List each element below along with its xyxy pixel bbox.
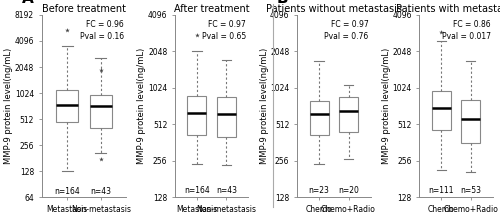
PathPatch shape xyxy=(432,91,451,130)
Text: FC = 0.97
Pval = 0.76: FC = 0.97 Pval = 0.76 xyxy=(324,20,368,41)
Text: n=20: n=20 xyxy=(338,186,359,195)
Title: After treatment: After treatment xyxy=(174,4,250,14)
Text: n=53: n=53 xyxy=(460,186,481,195)
PathPatch shape xyxy=(217,97,236,137)
Text: n=23: n=23 xyxy=(308,186,330,195)
PathPatch shape xyxy=(90,95,112,128)
Text: FC = 0.97
Pval = 0.65: FC = 0.97 Pval = 0.65 xyxy=(202,20,246,41)
Title: Patients without metastasis: Patients without metastasis xyxy=(266,4,402,14)
Text: FC = 0.86
Pval = 0.017: FC = 0.86 Pval = 0.017 xyxy=(442,20,490,41)
Text: n=111: n=111 xyxy=(428,186,454,195)
PathPatch shape xyxy=(56,90,78,121)
PathPatch shape xyxy=(310,102,328,135)
PathPatch shape xyxy=(339,97,358,132)
Text: n=164: n=164 xyxy=(184,186,210,195)
Text: n=43: n=43 xyxy=(90,187,112,196)
Title: Before treatment: Before treatment xyxy=(42,4,126,14)
Text: n=43: n=43 xyxy=(216,186,237,195)
Y-axis label: MMP-9 protein level(ng/mL): MMP-9 protein level(ng/mL) xyxy=(138,48,146,164)
Title: Patients with metastasis: Patients with metastasis xyxy=(396,4,500,14)
Y-axis label: MMP-9 protein level(ng/mL): MMP-9 protein level(ng/mL) xyxy=(4,48,13,164)
Y-axis label: MMP-9 protein level(ng/mL): MMP-9 protein level(ng/mL) xyxy=(260,48,268,164)
PathPatch shape xyxy=(461,100,480,143)
Y-axis label: MMP-9 protein level(ng/mL): MMP-9 protein level(ng/mL) xyxy=(382,48,391,164)
Text: n=164: n=164 xyxy=(54,187,80,196)
PathPatch shape xyxy=(188,96,206,135)
Text: B: B xyxy=(277,0,288,6)
Text: FC = 0.96
Pval = 0.16: FC = 0.96 Pval = 0.16 xyxy=(80,20,124,41)
Text: A: A xyxy=(22,0,34,6)
